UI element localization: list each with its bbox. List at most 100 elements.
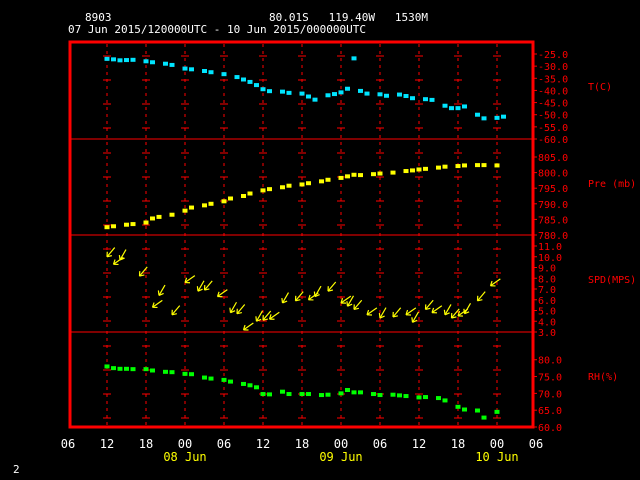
wind-arrow-shaft (411, 311, 420, 323)
temperature-point (481, 116, 487, 121)
humidity-point (267, 392, 272, 397)
x-date-label: 10 Jun (475, 450, 518, 464)
wind-arrow-head (282, 300, 288, 304)
panel-temperature: -25.0-30.0-35.0-40.0 -45.0-50.0-55.0-60.0… (104, 50, 612, 146)
wind-arrow-shaft (217, 289, 228, 298)
pressure-point (306, 181, 311, 186)
wind-arrow (171, 305, 181, 316)
wind-arrow (262, 310, 272, 321)
pressure-point (182, 208, 188, 213)
wind-arrow-head (151, 302, 155, 308)
temperature-point (260, 87, 266, 92)
pressure-point (345, 174, 350, 179)
wind-arrow-head (346, 301, 349, 307)
humidity-point (338, 391, 344, 396)
wind-arrow-head (366, 314, 373, 316)
wind-arrow-shaft (425, 299, 434, 310)
y-tick-label: 5.0 (538, 307, 556, 318)
humidity-point (286, 392, 292, 397)
y-tick-label: 60.0 (538, 423, 562, 434)
wind-arrow-head (327, 286, 329, 292)
wind-arrow-head (431, 312, 438, 314)
wind-arrow-head (152, 306, 158, 309)
humidity-point (241, 381, 246, 386)
wind-arrow (184, 275, 196, 284)
pressure-point (481, 163, 487, 168)
y-tick-label: 780.0 (538, 231, 568, 242)
wind-arrow-shaft (171, 305, 181, 316)
humidity-point (104, 364, 110, 369)
wind-arrow-head (477, 299, 483, 302)
wind-arrow-head (217, 295, 223, 298)
wind-arrow-shaft (353, 299, 363, 310)
y-tick-label: -35.0 (538, 74, 568, 85)
temperature-point (351, 56, 357, 61)
humidity-point (397, 393, 402, 398)
wind-arrow-head (138, 271, 141, 277)
wind-arrow-head (139, 274, 145, 277)
pressure-point (202, 203, 207, 208)
humidity-point (403, 394, 409, 399)
wind-arrow-shaft (379, 307, 387, 319)
temperature-point (345, 86, 350, 91)
pressure-point (475, 163, 480, 168)
wind-arrow-shaft (106, 247, 116, 258)
temperature-point (221, 72, 227, 77)
wind-arrow-shaft (405, 307, 417, 316)
wind-arrow-shaft (431, 305, 443, 314)
humidity-point (124, 366, 129, 371)
wind-arrow-head (425, 307, 431, 311)
x-tick-label: 06 (217, 437, 231, 451)
pressure-point (280, 185, 285, 190)
pressure-point (130, 222, 136, 227)
wind-arrow-shaft (119, 249, 127, 261)
y-tick-label: 800.0 (538, 169, 568, 180)
humidity-point (182, 371, 188, 376)
wind-arrow-head (106, 251, 108, 257)
y-tick-label: 11.0 (538, 242, 562, 253)
humidity-point (442, 398, 448, 403)
y-tick-label: 10.0 (538, 253, 562, 264)
x-tick-label: 06 (61, 437, 75, 451)
y-tick-label: -45.0 (538, 99, 568, 110)
wind-arrow (405, 307, 417, 316)
humidity-point (358, 390, 363, 395)
y-tick-label: 795.0 (538, 184, 568, 195)
humidity-point (481, 415, 487, 420)
x-tick-label: 00 (334, 437, 348, 451)
humidity-point (462, 407, 467, 412)
wind-arrow-head (281, 297, 284, 304)
station-location: 80.01S 119.40W 1530M (269, 11, 428, 24)
wind-arrow-shaft (490, 278, 501, 287)
wind-arrow (196, 280, 205, 292)
wind-arrow-shaft (204, 280, 213, 291)
temperature-point (280, 89, 285, 94)
humidity-point (319, 393, 324, 398)
wind-arrow (450, 308, 460, 319)
wind-arrow-head (424, 304, 427, 310)
pressure-point (286, 183, 292, 188)
wind-arrow (255, 310, 264, 322)
wind-arrow (463, 303, 472, 315)
wind-arrow-head (379, 315, 385, 319)
humidity-point (371, 392, 376, 397)
wind-arrow (346, 295, 355, 307)
humidity-point (111, 366, 116, 371)
temperature-point (442, 103, 448, 108)
temperature-point (124, 58, 129, 63)
x-tick-label: 18 (451, 437, 465, 451)
panel-pressure: 805.0 800.0 795.0 790.0 785.0 780.0 Pre (mb) (104, 153, 636, 242)
x-date-label: 08 Jun (163, 450, 206, 464)
x-tick-label: 18 (139, 437, 153, 451)
humidity-point (163, 369, 168, 374)
wind-arrow-head (340, 302, 347, 304)
wind-arrow-head (268, 314, 272, 320)
pressure-point (143, 220, 149, 225)
wind-arrow-head (229, 307, 232, 313)
temperature-point (325, 93, 331, 98)
temperature-point (202, 69, 207, 73)
wind-arrow-head (255, 316, 258, 322)
wind-arrow-head (197, 288, 203, 292)
wind-arrow-shaft (477, 291, 486, 302)
